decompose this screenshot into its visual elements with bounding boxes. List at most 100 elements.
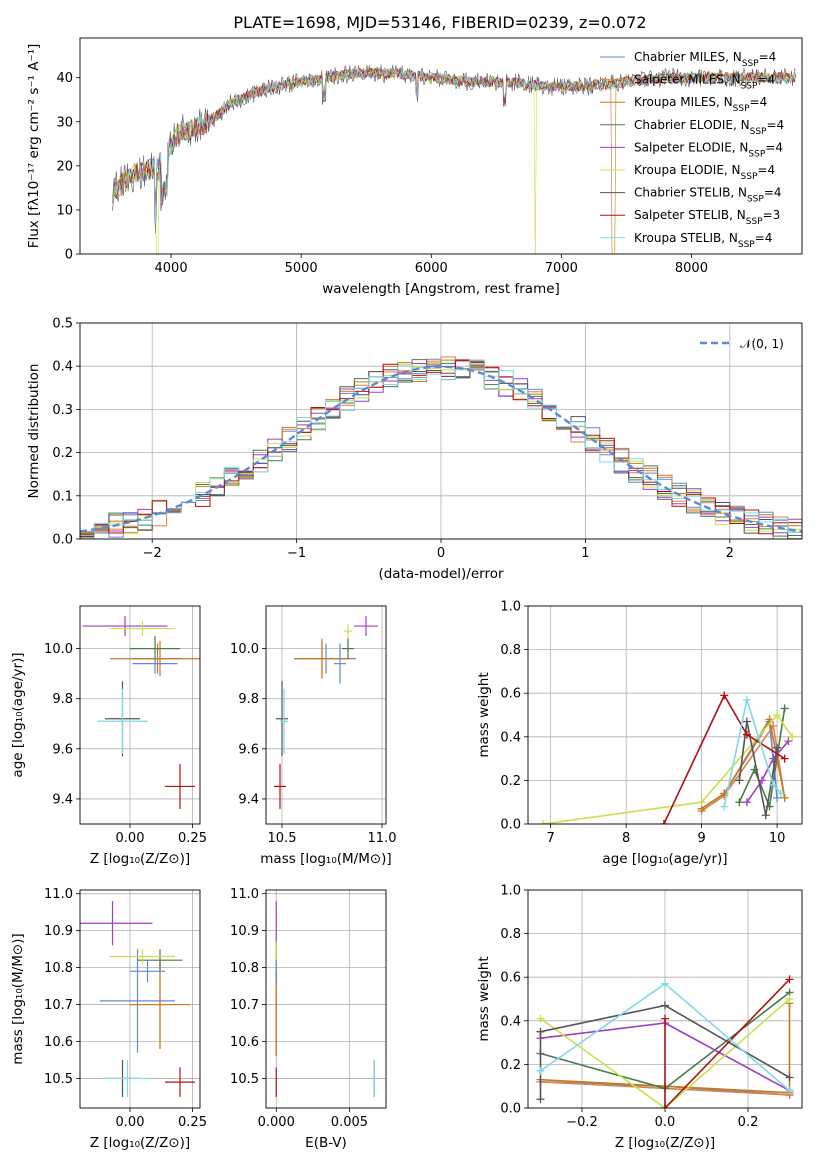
spectrum-series-line — [112, 67, 796, 223]
spectrum-legend-label: Salpeter ELODIE, NSSP=4 — [634, 140, 783, 159]
z-massweight-series-line — [540, 998, 791, 1108]
ebv-mass-axes: 0.000 0.005 10.5 10.6 10.7 10.8 10.9 11.0 E(B-V) — [230, 887, 387, 1151]
spectrum-legend-label: Salpeter STELIB, NSSP=3 — [634, 208, 780, 227]
spectrum-xtick-label: 8000 — [675, 261, 708, 276]
age-massweight-series-marker — [780, 754, 789, 763]
mass-age-xtick-label: 10.5 — [268, 831, 297, 846]
residuals-legend-label: 𝒩(0, 1) — [740, 337, 784, 351]
residuals-ytick-label: 0.5 — [52, 317, 73, 332]
ebv-mass-frame — [265, 889, 387, 1109]
age-massweight-series-marker — [776, 789, 785, 798]
z-mass-axes: 0.00 0.25 10.5 10.6 10.7 10.8 10.9 11.0 Z [log₁₀… — [10, 887, 207, 1151]
ebv-mass-ytick-label: 10.8 — [230, 961, 259, 976]
spectrum-ytick-label: 0 — [65, 248, 73, 263]
spectrum-legend-label: Kroupa MILES, NSSP=4 — [634, 95, 767, 114]
z-massweight-series-marker — [536, 1095, 545, 1104]
residuals-ytick-label: 0.1 — [52, 489, 73, 504]
age-massweight-series-marker — [773, 793, 782, 802]
z-massweight-series-marker — [785, 975, 794, 984]
z-massweight-series-line — [539, 1004, 790, 1100]
figure-title: PLATE=1698, MJD=53146, FIBERID=0239, z=0… — [233, 13, 646, 32]
z-massweight-xlabel: Z [log₁₀(Z/Z⊙)] — [615, 1135, 715, 1151]
residuals-xtick-label: −2 — [143, 546, 162, 561]
z-age-ytick-label: 9.4 — [52, 792, 73, 807]
residuals-ylabel: Normed distribution — [26, 364, 42, 499]
age-massweight-series-marker — [780, 793, 789, 802]
z-mass-xtick-label: 0.25 — [178, 1115, 207, 1130]
z-massweight-series-marker — [785, 995, 794, 1003]
z-massweight-series-marker — [785, 1073, 794, 1082]
z-mass-ytick-label: 10.7 — [44, 998, 73, 1013]
spectrum-legend-label: Chabrier MILES, NSSP=4 — [634, 50, 776, 69]
z-massweight-series-marker — [661, 979, 669, 988]
residuals-frame — [79, 322, 803, 540]
age-massweight-series-line — [723, 696, 782, 807]
age-massweight-series-marker — [742, 717, 751, 726]
age-massweight-series-line — [746, 740, 790, 803]
spectrum-xtick-label: 7000 — [545, 261, 578, 276]
mass-age-ytick-label: 9.8 — [238, 692, 259, 707]
mass-age-frame — [265, 605, 387, 825]
ebv-mass-xlabel: E(B-V) — [305, 1135, 347, 1151]
z-mass-ytick-label: 10.8 — [44, 961, 73, 976]
spectrum-ytick-label: 40 — [56, 71, 73, 86]
z-age-plot-area — [82, 616, 200, 809]
ebv-mass-ytick-label: 10.5 — [230, 1072, 259, 1087]
z-massweight-ytick-label: 1.0 — [500, 884, 521, 899]
residuals-ytick-label: 0.0 — [52, 533, 73, 548]
z-massweight-ytick-label: 0.0 — [500, 1102, 521, 1117]
age-massweight-series-marker — [735, 798, 744, 807]
age-massweight-xtick-label: 7 — [547, 831, 555, 846]
spectrum-ytick-label: 30 — [56, 115, 73, 130]
age-massweight-series-marker — [773, 743, 782, 752]
age-massweight-xlabel: age [log₁₀(age/yr)] — [602, 851, 727, 867]
age-massweight-series-line — [542, 713, 793, 824]
ebv-mass-xtick-label: 0.005 — [331, 1115, 368, 1130]
ebv-mass-ytick-label: 10.6 — [230, 1035, 259, 1050]
age-massweight-series-marker — [735, 776, 744, 785]
age-massweight-frame — [527, 605, 803, 825]
z-age-ytick-label: 10.0 — [44, 642, 73, 657]
spectrum-xlabel: wavelength [Angstrom, rest frame] — [322, 281, 560, 297]
age-massweight-series-marker — [765, 715, 774, 724]
z-mass-ytick-label: 10.5 — [44, 1072, 73, 1087]
age-massweight-series-marker — [659, 820, 668, 824]
z-mass-ytick-label: 10.9 — [44, 924, 73, 939]
z-massweight-series-marker — [661, 1001, 669, 1010]
spectrum-xtick-label: 5000 — [285, 261, 318, 276]
z-age-frame — [79, 605, 201, 825]
z-age-ylabel: age [log₁₀(age/yr)] — [10, 652, 26, 777]
age-massweight-series-marker — [720, 802, 729, 811]
z-massweight-series-marker — [661, 1014, 669, 1023]
z-massweight-series-marker — [785, 1086, 794, 1095]
age-massweight-series-marker — [773, 711, 782, 719]
z-massweight-series-marker — [536, 1066, 545, 1075]
spectrum-xtick-label: 6000 — [415, 261, 448, 276]
spectrum-legend-label: Kroupa STELIB, NSSP=4 — [634, 231, 772, 250]
z-mass-ytick-label: 11.0 — [44, 887, 73, 902]
z-massweight-plot-area — [536, 975, 794, 1108]
residuals-ytick-label: 0.4 — [52, 360, 73, 375]
residuals-xtick-label: 1 — [581, 546, 589, 561]
age-massweight-series-marker — [742, 798, 751, 807]
residuals-ytick-label: 0.3 — [52, 403, 73, 418]
age-massweight-axes: 7 8 9 10 0.0 0.2 0.4 0.6 0.8 1.0 age [log₁₀(age/yr… — [476, 600, 803, 867]
z-mass-xlabel: Z [log₁₀(Z/Z⊙)] — [90, 1135, 190, 1151]
ebv-mass-ytick-label: 10.9 — [230, 924, 259, 939]
spectrum-axes: 4000 5000 6000 7000 8000 0 10 20 30 40 wavelength … — [26, 37, 803, 297]
z-age-xtick-label: 0.00 — [116, 831, 145, 846]
residuals-xlabel: (data-model)/error — [378, 566, 504, 582]
z-mass-ylabel: mass [log₁₀(M/M⊙)] — [10, 933, 26, 1064]
age-massweight-series-marker — [780, 704, 789, 713]
z-mass-xtick-label: 0.00 — [116, 1115, 145, 1130]
spectrum-plot-area — [112, 64, 796, 254]
z-massweight-frame — [527, 889, 803, 1109]
age-massweight-ylabel: mass weight — [476, 672, 492, 757]
ebv-mass-ytick-label: 11.0 — [230, 887, 259, 902]
ebv-mass-plot-area — [275, 901, 375, 1097]
age-massweight-xtick-label: 9 — [697, 831, 705, 846]
spectrum-series-line — [112, 67, 796, 212]
residuals-xtick-label: −1 — [287, 546, 306, 561]
